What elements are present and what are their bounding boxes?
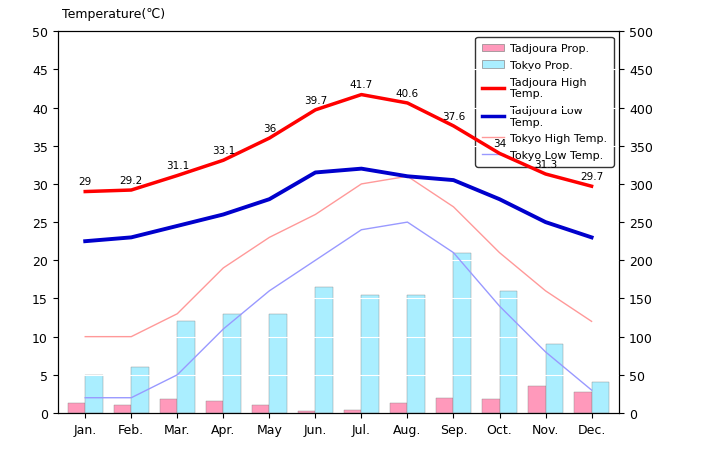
Bar [177,322,195,413]
Text: 29.7: 29.7 [580,172,603,181]
Bar [315,287,333,413]
Bar [528,386,546,413]
Bar [269,314,287,413]
Bar [298,411,315,413]
Text: 39.7: 39.7 [304,95,327,105]
Text: Temperature(℃): Temperature(℃) [62,8,166,21]
Bar [114,405,131,413]
Text: 29: 29 [78,177,92,187]
Bar [500,291,517,413]
Legend: Tadjoura Prop., Tokyo Prop., Tadjoura High
Temp., Tadjoura Low
Temp., Tokyo High: Tadjoura Prop., Tokyo Prop., Tadjoura Hi… [475,38,613,167]
Bar [85,375,103,413]
Bar [223,314,240,413]
Bar [436,398,454,413]
Text: 37.6: 37.6 [442,111,465,121]
Bar [482,399,500,413]
Bar [454,253,471,413]
Bar [546,345,563,413]
Text: 41.7: 41.7 [350,80,373,90]
Text: 34: 34 [493,139,506,149]
Bar [68,403,85,413]
Text: 36: 36 [263,123,276,134]
Bar [206,401,223,413]
Text: 40.6: 40.6 [396,89,419,98]
Bar [160,399,177,413]
Bar [592,383,609,413]
Text: 29.2: 29.2 [120,175,143,185]
Bar [408,295,425,413]
Bar [361,295,379,413]
Text: 33.1: 33.1 [212,146,235,156]
Bar [131,367,149,413]
Bar [390,403,408,413]
Bar [344,410,361,413]
Bar [574,392,592,413]
Text: 31.1: 31.1 [166,161,189,171]
Bar [252,405,269,413]
Text: 31.3: 31.3 [534,159,557,169]
